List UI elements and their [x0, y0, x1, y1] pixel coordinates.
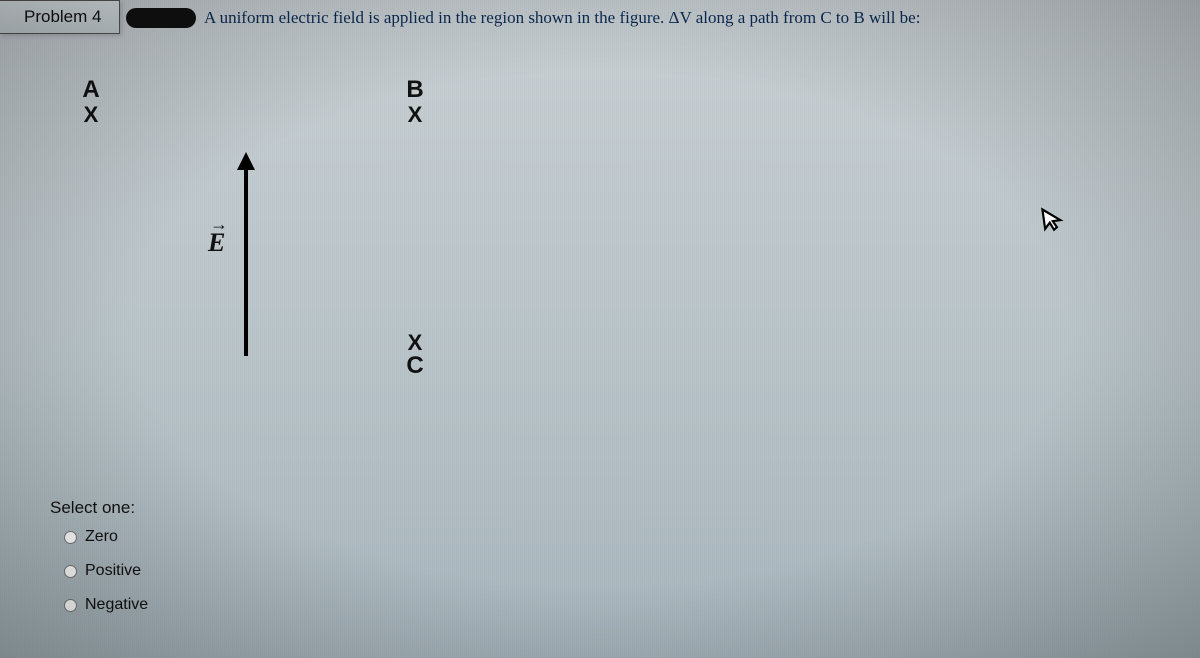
question-prompt: A uniform electric field is applied in t…	[204, 8, 920, 28]
page-background: Problem 4 A uniform electric field is ap…	[0, 0, 1200, 658]
point-C-mark: X	[400, 332, 430, 354]
problem-tab-label: Problem 4	[24, 7, 101, 26]
option-positive[interactable]: Positive	[64, 562, 141, 580]
option-negative[interactable]: Negative	[64, 596, 148, 614]
option-zero-label: Zero	[85, 528, 118, 546]
field-arrow-head	[237, 152, 255, 170]
E-vector-label: E	[208, 228, 225, 258]
option-negative-label: Negative	[85, 596, 148, 614]
point-B: B X	[400, 78, 430, 126]
point-A-mark: X	[76, 104, 106, 126]
point-C: X C	[400, 330, 430, 378]
option-zero[interactable]: Zero	[64, 528, 118, 546]
option-negative-radio[interactable]	[64, 599, 77, 612]
point-B-mark: X	[400, 104, 430, 126]
redaction-bar	[126, 8, 196, 28]
option-positive-label: Positive	[85, 562, 141, 580]
cursor-icon	[1038, 204, 1068, 240]
option-positive-radio[interactable]	[64, 565, 77, 578]
point-C-label: C	[400, 354, 430, 378]
point-B-label: B	[400, 78, 430, 102]
point-A: A X	[76, 78, 106, 126]
point-A-label: A	[76, 78, 106, 102]
field-arrow-shaft	[244, 170, 248, 356]
vignette-overlay	[0, 0, 1200, 658]
select-one-header: Select one:	[50, 498, 135, 518]
option-zero-radio[interactable]	[64, 531, 77, 544]
problem-tab: Problem 4	[0, 0, 120, 34]
